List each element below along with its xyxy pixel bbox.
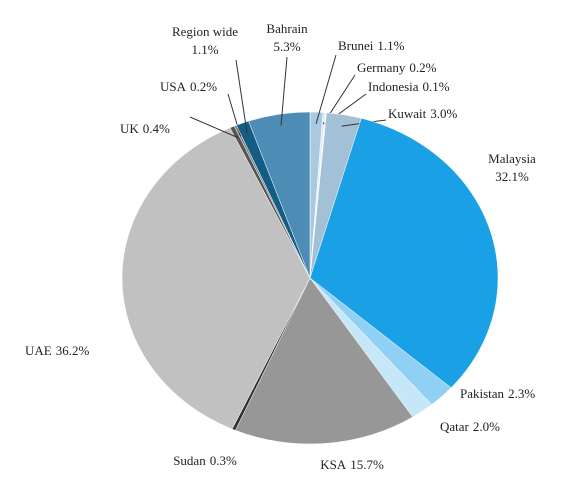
slice-category: KSA — [320, 457, 347, 472]
slice-value-label: 1.1% — [377, 38, 404, 53]
slice-value-label: 0.1% — [423, 79, 450, 94]
slice-category: Qatar — [440, 419, 470, 434]
slice-label: Kuwait 3.0% — [388, 106, 458, 121]
slice-category: Kuwait — [388, 106, 427, 121]
slice-label: Indonesia 0.1% — [368, 79, 450, 94]
slice-value-label: 2.3% — [508, 386, 535, 401]
slice-label: Qatar 2.0% — [440, 419, 500, 434]
slice-value-label: 0.2% — [190, 79, 217, 94]
pie-slice — [234, 277, 414, 445]
slice-value-label: 32.1% — [495, 169, 529, 184]
slice-label: Malaysia — [488, 151, 536, 166]
slice-value-label: 15.7% — [350, 457, 384, 472]
slice-label: Germany 0.2% — [357, 60, 437, 75]
leader-line — [235, 59, 248, 135]
slice-category: Indonesia — [368, 79, 419, 94]
slice-value-label: 1.1% — [191, 42, 218, 57]
pie-slice — [248, 111, 311, 279]
pie-slice — [309, 118, 499, 389]
slice-value-label: 2.0% — [473, 419, 500, 434]
leader-line — [280, 56, 288, 126]
slice-value-label: 3.0% — [430, 106, 457, 121]
slice-label: UK 0.4% — [120, 121, 170, 136]
slice-label: USA 0.2% — [160, 79, 217, 94]
slice-category: Sudan — [173, 453, 206, 468]
slice-label: UAE 36.2% — [25, 343, 89, 358]
slice-label: Pakistan 2.3% — [460, 386, 535, 401]
slice-value-label: 0.4% — [143, 121, 170, 136]
slice-value-label: 0.2% — [409, 60, 436, 75]
leader-line — [315, 54, 337, 124]
slice-value-label: 5.3% — [273, 39, 300, 54]
slice-label: Region wide — [172, 24, 238, 39]
slice-category: UK — [120, 121, 139, 136]
slice-label: KSA 15.7% — [320, 457, 384, 472]
slice-label: Brunei 1.1% — [338, 38, 405, 53]
slice-category: UAE — [25, 343, 52, 358]
slice-label: Bahrain — [266, 21, 308, 36]
slice-category: USA — [160, 79, 187, 94]
slice-category: Germany — [357, 60, 406, 75]
slice-category: Pakistan — [460, 386, 505, 401]
slice-value-label: 36.2% — [56, 343, 90, 358]
slice-category: Brunei — [338, 38, 374, 53]
pie-slice — [121, 127, 311, 430]
leader-line — [189, 116, 238, 138]
slice-value-label: 0.3% — [210, 453, 237, 468]
slice-label: Sudan 0.3% — [173, 453, 237, 468]
